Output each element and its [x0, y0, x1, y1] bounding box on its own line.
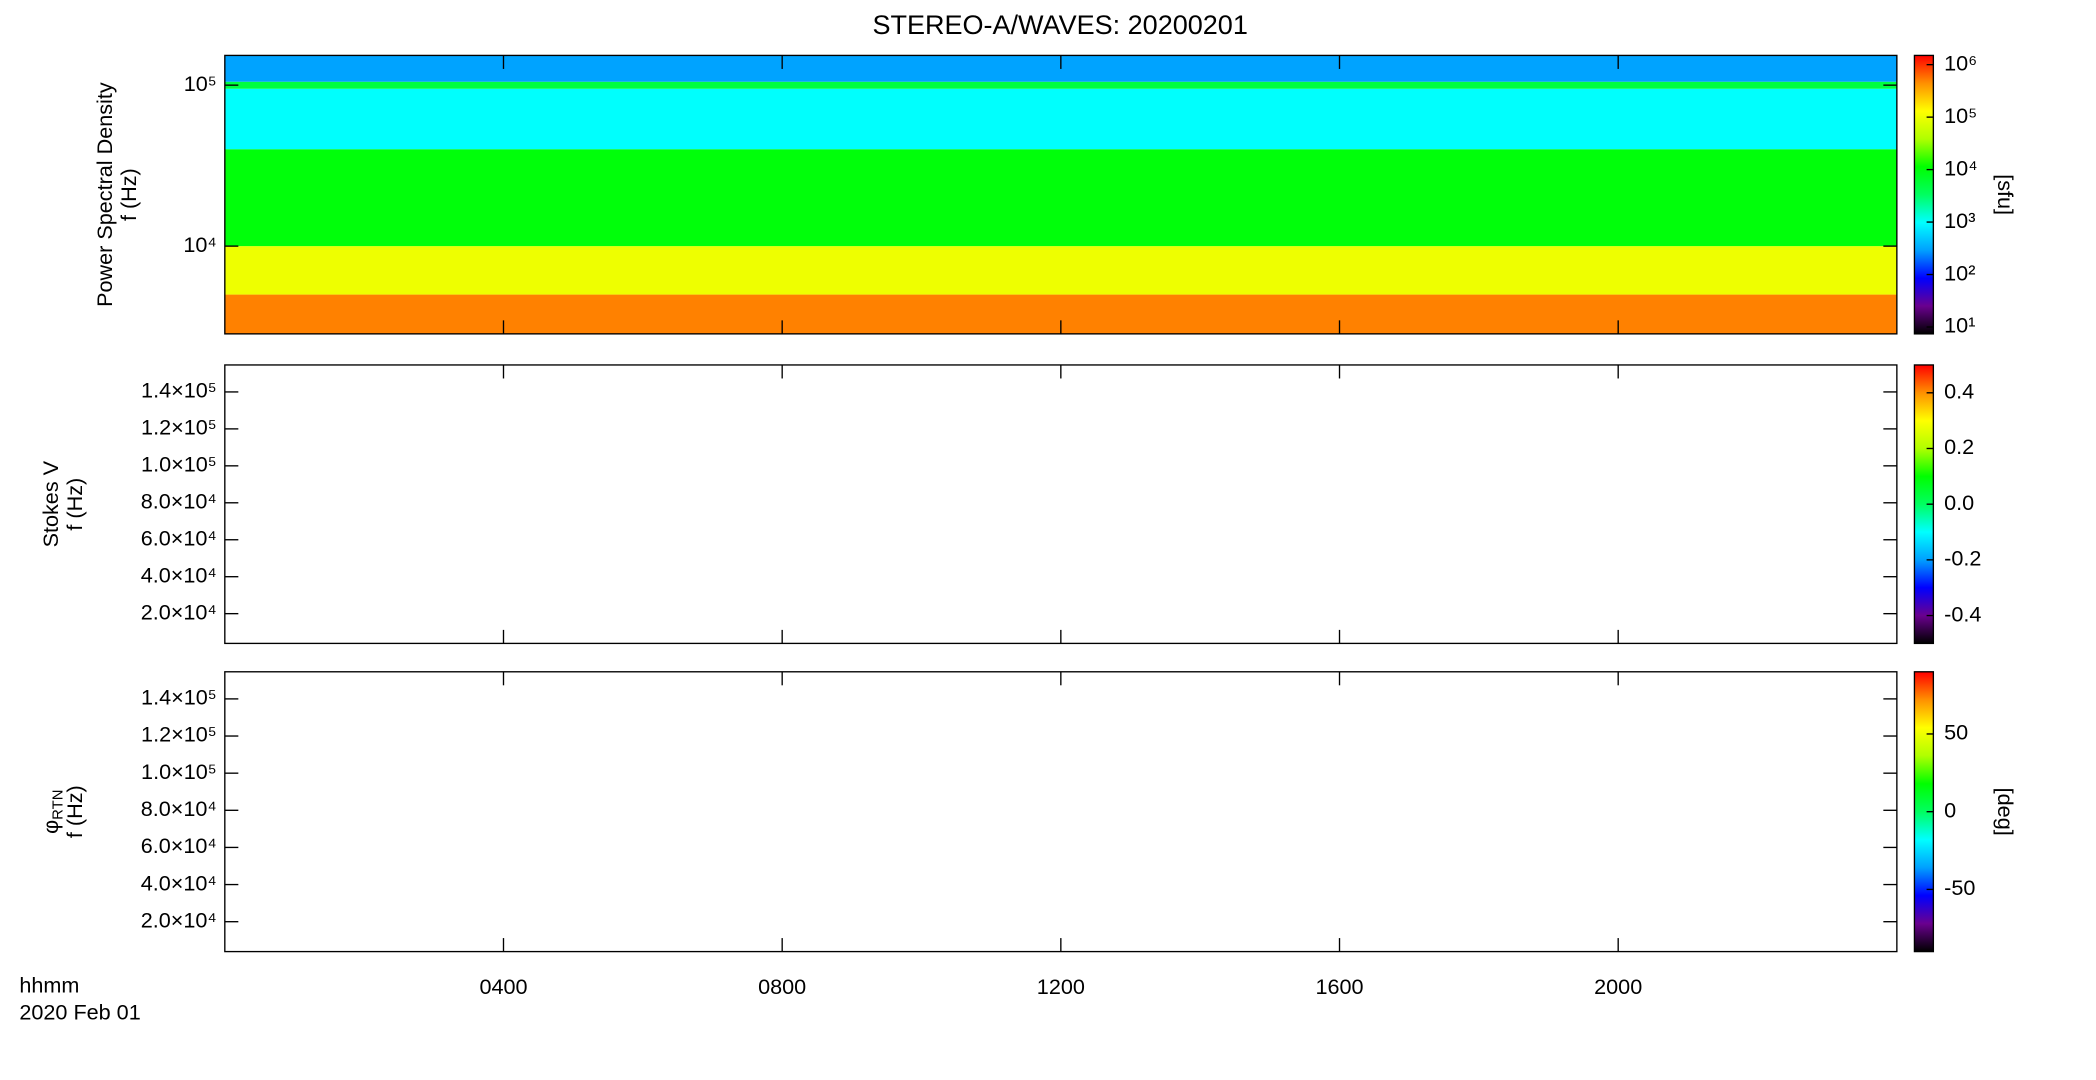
y-axis-title-main: Power Spectral Density [92, 82, 117, 307]
y-axis-unit: f (Hz) [116, 168, 141, 221]
y-tick-label: 6.0×10⁴ [141, 525, 217, 550]
heatmap-cell [224, 88, 1897, 150]
colorbar-tick-label: -50 [1944, 875, 1975, 900]
colorbar-tick-label: 10⁶ [1944, 50, 1977, 75]
colorbar-tick-label: 10¹ [1944, 313, 1975, 338]
colorbar-tick-label: 50 [1944, 720, 1968, 745]
colorbar-tick-label: 0.0 [1944, 490, 1974, 515]
colorbar-tick-label: 10⁵ [1944, 103, 1977, 128]
colorbar-tick-label: 0 [1944, 797, 1956, 822]
x-tick-label: 0800 [758, 974, 806, 999]
colorbar-tick-label: 10⁴ [1944, 155, 1977, 180]
heatmap-cell [224, 81, 1897, 89]
chart-title: STEREO-A/WAVES: 20200201 [872, 10, 1247, 40]
colorbar-label: [sfu] [1993, 174, 2018, 215]
y-tick-label: 1.2×10⁵ [141, 415, 217, 440]
y-tick-label: 1.0×10⁵ [141, 759, 217, 784]
y-tick-label: 4.0×10⁴ [141, 562, 217, 587]
plot-frame [224, 364, 1898, 645]
y-tick-label: 10⁴ [183, 232, 216, 257]
x-axis-label: hhmm [19, 972, 79, 997]
y-tick-label: 2.0×10⁴ [141, 599, 217, 624]
colorbar-tick-label: 10² [1944, 260, 1975, 285]
colorbar-tick-label: -0.2 [1944, 546, 1981, 571]
y-tick-label: 1.2×10⁵ [141, 722, 217, 747]
y-tick-label: 8.0×10⁴ [141, 489, 217, 514]
y-tick-label: 6.0×10⁴ [141, 833, 217, 858]
heatmap-cell [224, 246, 1897, 295]
y-tick-label: 10⁵ [184, 71, 217, 96]
date-label: 2020 Feb 01 [19, 999, 140, 1024]
x-tick-label: 1600 [1315, 974, 1363, 999]
y-axis-title-sub: RTN [50, 790, 66, 820]
y-tick-label: 2.0×10⁴ [141, 907, 217, 932]
y-tick-label: 1.0×10⁵ [141, 452, 217, 477]
y-tick-label: 8.0×10⁴ [141, 796, 217, 821]
y-axis-title: Power Spectral Density [92, 82, 117, 307]
y-axis-title-main: φ [38, 820, 63, 834]
x-tick-label: 1200 [1037, 974, 1085, 999]
colorbar-tick-label: -0.4 [1944, 601, 1981, 626]
plot-frame [224, 671, 1898, 953]
x-tick-label: 0400 [479, 974, 527, 999]
colorbar-tick-label: 10³ [1944, 208, 1975, 233]
y-tick-label: 1.4×10⁵ [141, 685, 217, 710]
colorbar [1913, 54, 1935, 335]
colorbar-tick-label: 0.4 [1944, 379, 1974, 404]
y-axis-title: Stokes V [38, 460, 63, 547]
y-axis-title: φRTN [38, 790, 67, 834]
colorbar-tick-label: 0.2 [1944, 434, 1974, 459]
y-axis-unit: f (Hz) [62, 478, 87, 531]
y-tick-label: 4.0×10⁴ [141, 870, 217, 895]
y-tick-label: 1.4×10⁵ [141, 378, 217, 403]
x-tick-label: 2000 [1594, 974, 1642, 999]
y-axis-title-main: Stokes V [38, 460, 63, 547]
y-axis-unit: f (Hz) [62, 785, 87, 838]
colorbar-label: [deg] [1993, 788, 2018, 836]
heatmap-cell [224, 149, 1897, 247]
